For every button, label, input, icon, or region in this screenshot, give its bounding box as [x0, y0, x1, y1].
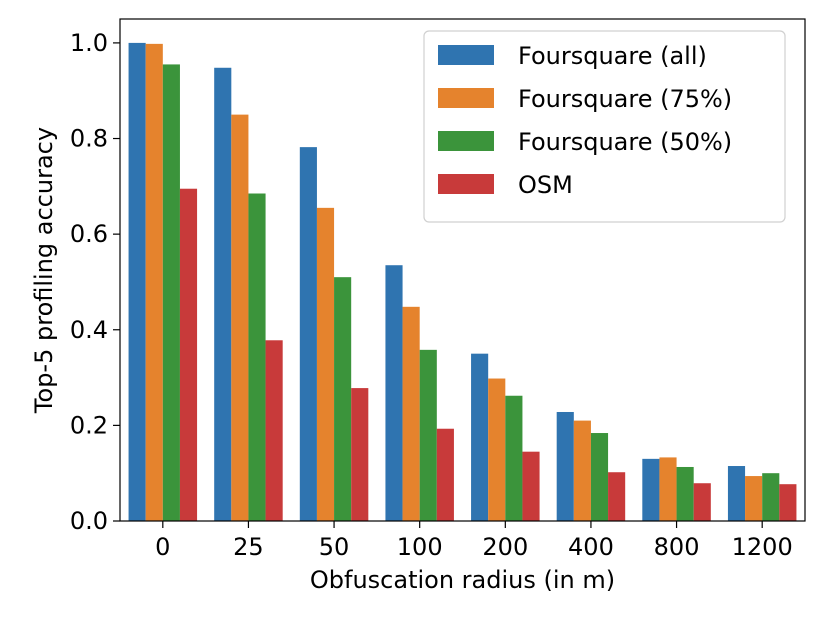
bar-foursquare-50-100: [419, 349, 437, 521]
bar-foursquare-75-1200: [745, 476, 763, 521]
bar-foursquare-75-25: [231, 114, 249, 522]
x-tick-label: 200: [482, 533, 528, 561]
bar-foursquare-50-200: [505, 395, 523, 521]
bar-osm-400: [608, 472, 626, 521]
legend-label: Foursquare (50%): [518, 128, 732, 156]
legend: Foursquare (all) Foursquare (75%) Foursqua…: [423, 30, 786, 223]
bar-foursquare-all-400: [556, 411, 574, 521]
bar-foursquare-50-400: [590, 433, 609, 521]
bar-foursquare-50-1200: [762, 473, 780, 521]
x-tick-label: 800: [654, 533, 700, 561]
y-tick-label: 0.2: [70, 411, 108, 439]
legend-swatch: [438, 174, 494, 194]
bar-foursquare-75-800: [659, 457, 677, 521]
x-tick-label: 50: [319, 533, 350, 561]
bar-foursquare-75-100: [402, 306, 420, 521]
bar-foursquare-all-25: [214, 67, 232, 522]
bar-osm-0: [179, 188, 198, 521]
bar-foursquare-all-50: [299, 147, 317, 521]
bar-foursquare-all-200: [471, 353, 489, 521]
y-tick-label: 0.6: [70, 220, 108, 248]
x-tick-label: 400: [568, 533, 614, 561]
x-tick-label: 1200: [732, 533, 793, 561]
y-tick-label: 0.0: [70, 507, 108, 535]
bar-foursquare-50-50: [334, 277, 352, 521]
bar-foursquare-all-800: [642, 458, 660, 521]
y-tick-label: 1.0: [70, 29, 108, 57]
bar-foursquare-50-0: [162, 64, 180, 522]
legend-swatch: [438, 45, 494, 65]
bar-osm-800: [693, 483, 711, 521]
x-tick-label: 0: [155, 533, 170, 561]
y-tick-label: 0.4: [70, 316, 108, 344]
y-tick-label: 0.8: [70, 125, 108, 153]
bar-foursquare-75-400: [573, 420, 591, 521]
x-axis-label: Obfuscation radius (in m): [310, 566, 615, 594]
legend-swatch: [438, 88, 494, 108]
legend-box: [423, 30, 786, 223]
bar-foursquare-75-200: [488, 378, 506, 521]
bar-foursquare-75-0: [145, 43, 163, 522]
plot-frame: [119, 18, 806, 522]
bar-foursquare-50-25: [248, 193, 266, 521]
bar-foursquare-50-800: [676, 466, 694, 521]
bar-osm-1200: [779, 484, 797, 521]
x-tick-label: 100: [397, 533, 443, 561]
bar-foursquare-all-0: [128, 42, 146, 522]
bars-group: [128, 42, 797, 522]
x-axis-ticks: 0 25 50 100 200 400 800 1200: [155, 521, 793, 561]
bar-foursquare-75-50: [316, 207, 335, 521]
legend-swatch: [438, 131, 494, 151]
legend-label: Foursquare (all): [518, 42, 707, 70]
bar-osm-200: [522, 451, 540, 521]
bar-osm-100: [436, 428, 454, 521]
legend-label: Foursquare (75%): [518, 85, 732, 113]
x-tick-label: 25: [233, 533, 264, 561]
bar-osm-50: [351, 388, 369, 521]
legend-label: OSM: [518, 171, 573, 199]
bar-foursquare-all-100: [385, 265, 403, 521]
y-axis-ticks: 0.0 0.2 0.4 0.6 0.8 1.0: [70, 29, 120, 535]
bar-osm-25: [265, 340, 283, 521]
y-axis-label: Top-5 profiling accuracy: [30, 127, 58, 414]
bar-foursquare-all-1200: [727, 466, 746, 521]
